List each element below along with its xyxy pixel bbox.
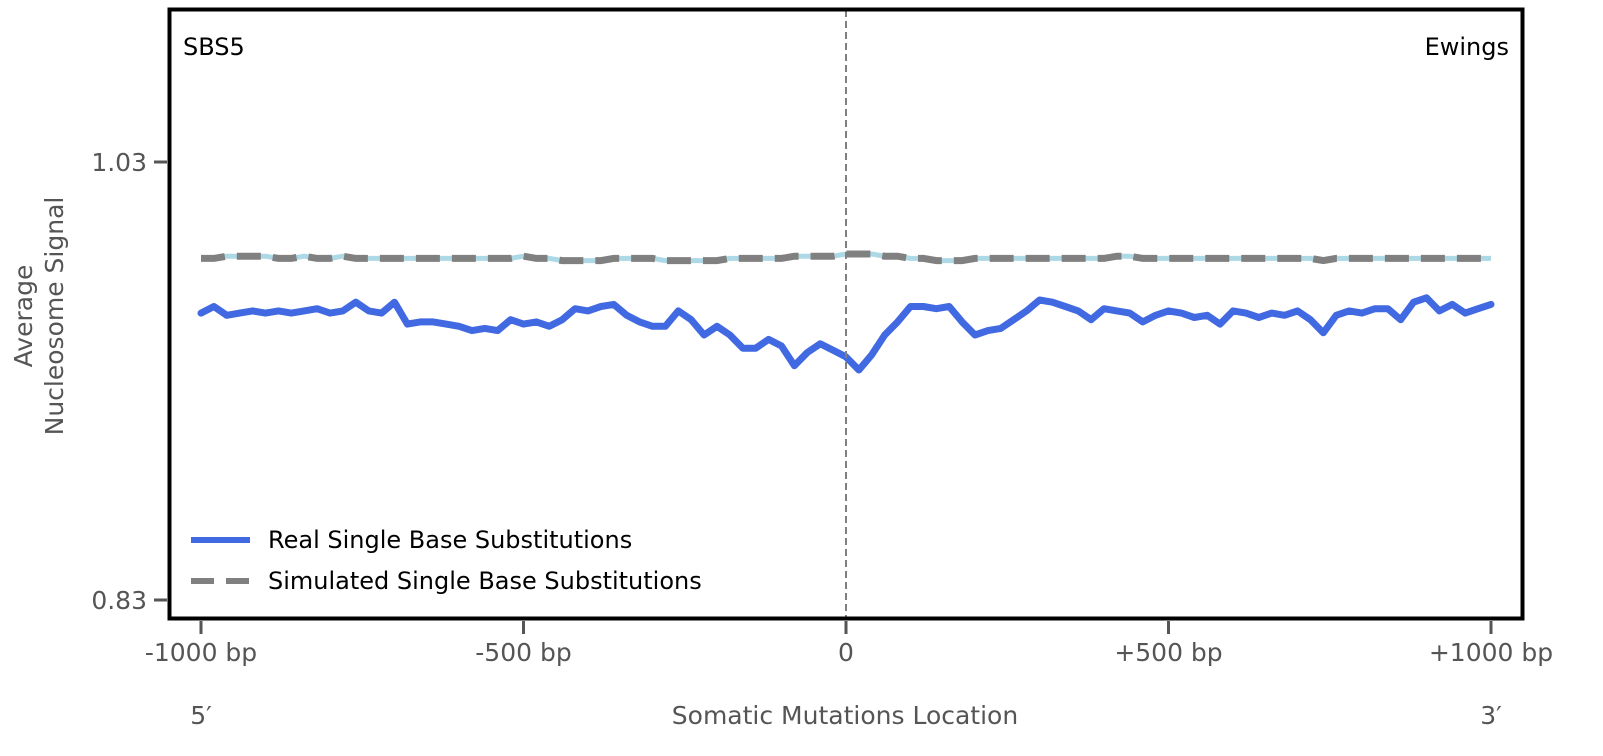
y-axis-ticks: 1.03 0.83 bbox=[91, 148, 167, 615]
y-tick-label: 0.83 bbox=[91, 586, 147, 615]
x-axis-title: Somatic Mutations Location bbox=[672, 701, 1018, 730]
x-axis-ticks: -1000 bp -500 bp 0 +500 bp +1000 bp bbox=[145, 621, 1553, 667]
simulated-series-line bbox=[201, 250, 1491, 265]
five-prime-label: 5′ bbox=[190, 701, 212, 730]
x-tick-label: +500 bp bbox=[1114, 638, 1222, 667]
y-axis-title-line2: Nucleosome Signal bbox=[40, 197, 69, 436]
y-axis-title: Average Nucleosome Signal bbox=[9, 197, 69, 436]
x-tick-label: 0 bbox=[838, 638, 854, 667]
legend-label-simulated: Simulated Single Base Substitutions bbox=[268, 567, 702, 595]
y-tick-label: 1.03 bbox=[91, 148, 147, 177]
cancer-type-label: Ewings bbox=[1425, 33, 1509, 61]
signature-label: SBS5 bbox=[183, 33, 245, 61]
plot-frame bbox=[167, 7, 1525, 621]
legend: Real Single Base Substitutions Simulated… bbox=[191, 526, 702, 595]
x-tick-label: -500 bp bbox=[475, 638, 571, 667]
x-tick-label: +1000 bp bbox=[1429, 638, 1553, 667]
x-tick-label: -1000 bp bbox=[145, 638, 257, 667]
y-axis-title-line1: Average bbox=[9, 265, 38, 368]
legend-label-real: Real Single Base Substitutions bbox=[268, 526, 632, 554]
three-prime-label: 3′ bbox=[1480, 701, 1502, 730]
